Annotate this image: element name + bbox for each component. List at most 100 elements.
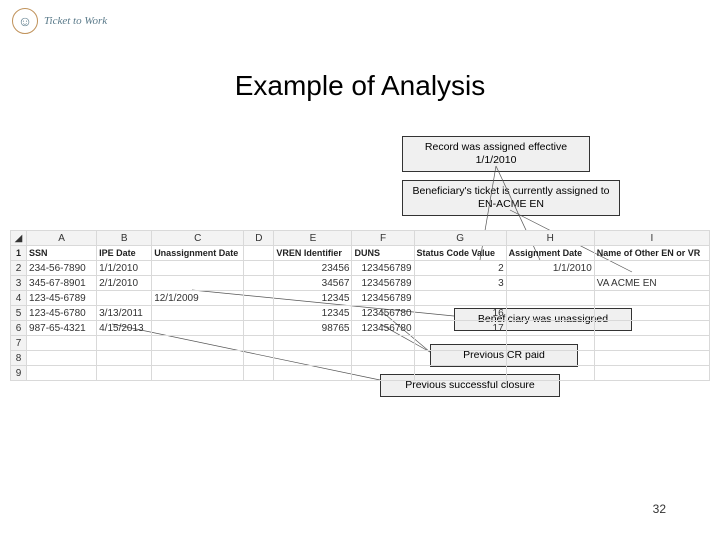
col-letter: F: [352, 231, 414, 246]
cell: [97, 351, 152, 366]
cell: [274, 336, 352, 351]
cell: [274, 366, 352, 381]
cell: [152, 276, 244, 291]
cell: VA ACME EN: [594, 276, 709, 291]
cell: [97, 291, 152, 306]
cell: 123456780: [352, 306, 414, 321]
header-cell: Name of Other EN or VR: [594, 246, 709, 261]
row-number: 4: [11, 291, 27, 306]
table-row: 4123-45-6789 12/1/2009 12345123456789: [11, 291, 710, 306]
cell: 12345: [274, 291, 352, 306]
cell: 123456780: [352, 321, 414, 336]
header-cell: DUNS: [352, 246, 414, 261]
cell: 3: [414, 276, 506, 291]
cell: 23456: [274, 261, 352, 276]
header-row: 1 SSN IPE Date Unassignment Date VREN Id…: [11, 246, 710, 261]
cell: [244, 321, 274, 336]
cell: [414, 351, 506, 366]
cell: 123456789: [352, 291, 414, 306]
cell: [27, 351, 97, 366]
table-row: 2234-56-78901/1/20102345612345678921/1/2…: [11, 261, 710, 276]
slide-title: Example of Analysis: [0, 70, 720, 102]
cell: [152, 366, 244, 381]
cell: 123-45-6789: [27, 291, 97, 306]
table-row: 8: [11, 351, 710, 366]
col-letter: G: [414, 231, 506, 246]
cell: [594, 351, 709, 366]
header-cell: Assignment Date: [506, 246, 594, 261]
cell: [152, 261, 244, 276]
cell: [152, 321, 244, 336]
cell: 987-65-4321: [27, 321, 97, 336]
cell: 3/13/2011: [97, 306, 152, 321]
cell: 345-67-8901: [27, 276, 97, 291]
cell: [414, 291, 506, 306]
cell: 1/1/2010: [506, 261, 594, 276]
cell: 234-56-7890: [27, 261, 97, 276]
cell: [506, 336, 594, 351]
header-cell: SSN: [27, 246, 97, 261]
row-number: 8: [11, 351, 27, 366]
cell: [594, 291, 709, 306]
callout-en-acme: Beneficiary's ticket is currently assign…: [402, 180, 620, 216]
row-number: 2: [11, 261, 27, 276]
cell: [244, 291, 274, 306]
cell: [152, 351, 244, 366]
col-letter: D: [244, 231, 274, 246]
spreadsheet: ◢ A B C D E F G H I 1 SSN IPE Date Unass…: [10, 230, 710, 381]
col-letter: E: [274, 231, 352, 246]
logo-text: Ticket to Work: [44, 15, 107, 27]
cell: [594, 261, 709, 276]
cell: [27, 366, 97, 381]
page-number: 32: [653, 502, 666, 516]
header-cell: Status Code Value: [414, 246, 506, 261]
cell: [506, 276, 594, 291]
row-number: 1: [11, 246, 27, 261]
cell: 123456789: [352, 276, 414, 291]
cell: [152, 336, 244, 351]
row-number: 9: [11, 366, 27, 381]
cell: [244, 276, 274, 291]
cell: [274, 351, 352, 366]
cell: 16: [414, 306, 506, 321]
table-row: 9: [11, 366, 710, 381]
corner-cell: ◢: [11, 231, 27, 246]
col-letter: B: [97, 231, 152, 246]
row-number: 7: [11, 336, 27, 351]
table-row: 5123-45-67803/13/20111234512345678016: [11, 306, 710, 321]
cell: [594, 366, 709, 381]
col-letter: I: [594, 231, 709, 246]
cell: [27, 336, 97, 351]
callout-assigned: Record was assigned effective 1/1/2010: [402, 136, 590, 172]
cell: [97, 336, 152, 351]
cell: 123456789: [352, 261, 414, 276]
table-row: 6987-65-43214/15/20139876512345678017: [11, 321, 710, 336]
cell: [244, 366, 274, 381]
table-row: 7: [11, 336, 710, 351]
header-cell: [244, 246, 274, 261]
logo: ☺ Ticket to Work: [12, 8, 107, 34]
cell: [506, 366, 594, 381]
cell: 2/1/2010: [97, 276, 152, 291]
header-cell: IPE Date: [97, 246, 152, 261]
cell: [594, 336, 709, 351]
cell: [244, 351, 274, 366]
col-letter: A: [27, 231, 97, 246]
cell: 1/1/2010: [97, 261, 152, 276]
col-letter: H: [506, 231, 594, 246]
cell: 12/1/2009: [152, 291, 244, 306]
cell: [594, 306, 709, 321]
cell: [352, 351, 414, 366]
cell: 4/15/2013: [97, 321, 152, 336]
table-row: 3345-67-89012/1/2010345671234567893VA AC…: [11, 276, 710, 291]
cell: [352, 336, 414, 351]
cell: 2: [414, 261, 506, 276]
cell: 17: [414, 321, 506, 336]
cell: [506, 351, 594, 366]
row-number: 3: [11, 276, 27, 291]
column-letter-row: ◢ A B C D E F G H I: [11, 231, 710, 246]
cell: [244, 306, 274, 321]
row-number: 5: [11, 306, 27, 321]
cell: [506, 291, 594, 306]
cell: [244, 336, 274, 351]
